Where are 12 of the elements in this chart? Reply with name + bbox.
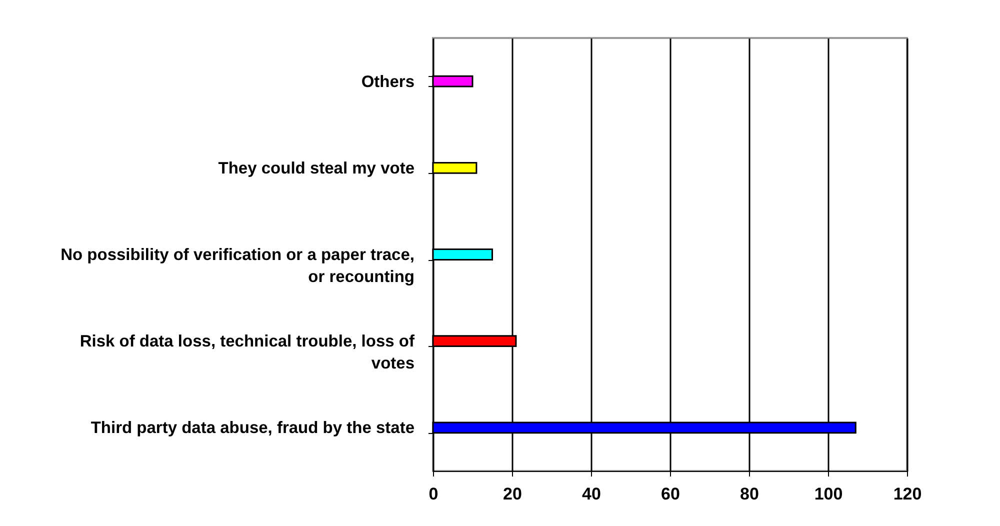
x-tick-label: 40 bbox=[582, 484, 601, 504]
y-tick-label: No possibility of verification or a paper trace, or recounting bbox=[60, 246, 414, 286]
y-tick-label: Third party data abuse, fraud by the state bbox=[90, 419, 414, 438]
x-tick-label: 20 bbox=[503, 484, 522, 504]
x-tick-label: 80 bbox=[740, 484, 759, 504]
y-tick-label: They could steal my vote bbox=[218, 159, 414, 178]
x-tick-label: 120 bbox=[893, 484, 922, 504]
x-tick-label: 60 bbox=[661, 484, 680, 504]
x-tick-label: 100 bbox=[814, 484, 843, 504]
x-tick-label: 0 bbox=[428, 484, 438, 504]
y-tick-label: Others bbox=[361, 72, 414, 91]
y-tick-label: Risk of data loss, technical trouble, loss of votes bbox=[80, 332, 415, 373]
